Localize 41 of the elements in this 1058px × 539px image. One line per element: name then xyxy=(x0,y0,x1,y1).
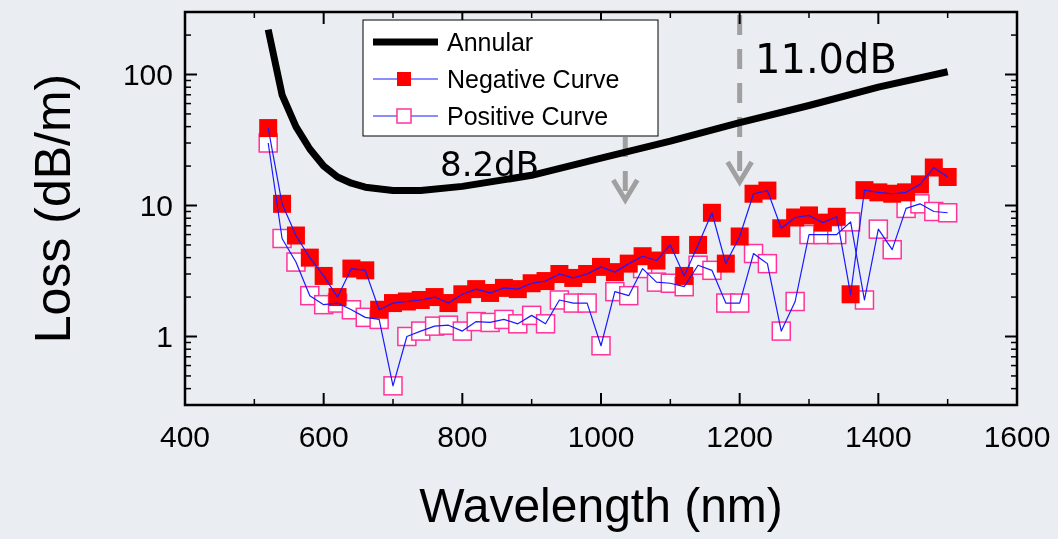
point xyxy=(827,207,846,226)
point xyxy=(577,293,597,313)
x-tick-label: 1600 xyxy=(983,420,1051,453)
point xyxy=(286,226,305,245)
y-axis-title: Loss (dB/m) xyxy=(25,73,81,344)
y-tick-label: 10 xyxy=(139,189,173,222)
point xyxy=(882,239,902,260)
point xyxy=(689,235,708,254)
x-tick-label: 400 xyxy=(159,420,211,453)
x-axis-title: Wavelength (nm) xyxy=(419,479,783,532)
point xyxy=(314,266,333,285)
x-tick-label: 1000 xyxy=(567,420,635,453)
point xyxy=(661,235,680,254)
point xyxy=(730,227,749,246)
point xyxy=(356,261,375,280)
point xyxy=(868,219,889,239)
point xyxy=(259,119,278,138)
point xyxy=(785,291,805,312)
x-tick-label: 600 xyxy=(298,420,349,453)
legend-label: Negative Curve xyxy=(447,64,620,93)
point xyxy=(702,203,721,222)
annotation: 11.0dB xyxy=(755,36,897,82)
x-tick-label: 1200 xyxy=(706,420,774,453)
point xyxy=(300,248,319,267)
point xyxy=(591,336,611,356)
point xyxy=(937,203,958,223)
y-tick-label: 1 xyxy=(156,320,173,353)
legend-label: Positive Curve xyxy=(447,101,609,130)
x-tick-label: 1400 xyxy=(844,420,912,453)
point xyxy=(758,181,777,200)
point xyxy=(938,168,957,187)
point xyxy=(729,293,750,313)
point xyxy=(771,321,792,341)
point xyxy=(841,285,860,304)
point xyxy=(383,376,403,396)
point xyxy=(716,254,735,273)
y-tick-label: 100 xyxy=(122,58,173,91)
legend-label: Annular xyxy=(447,27,534,56)
x-tick-label: 800 xyxy=(437,420,488,453)
point xyxy=(647,251,666,270)
point xyxy=(535,314,556,334)
